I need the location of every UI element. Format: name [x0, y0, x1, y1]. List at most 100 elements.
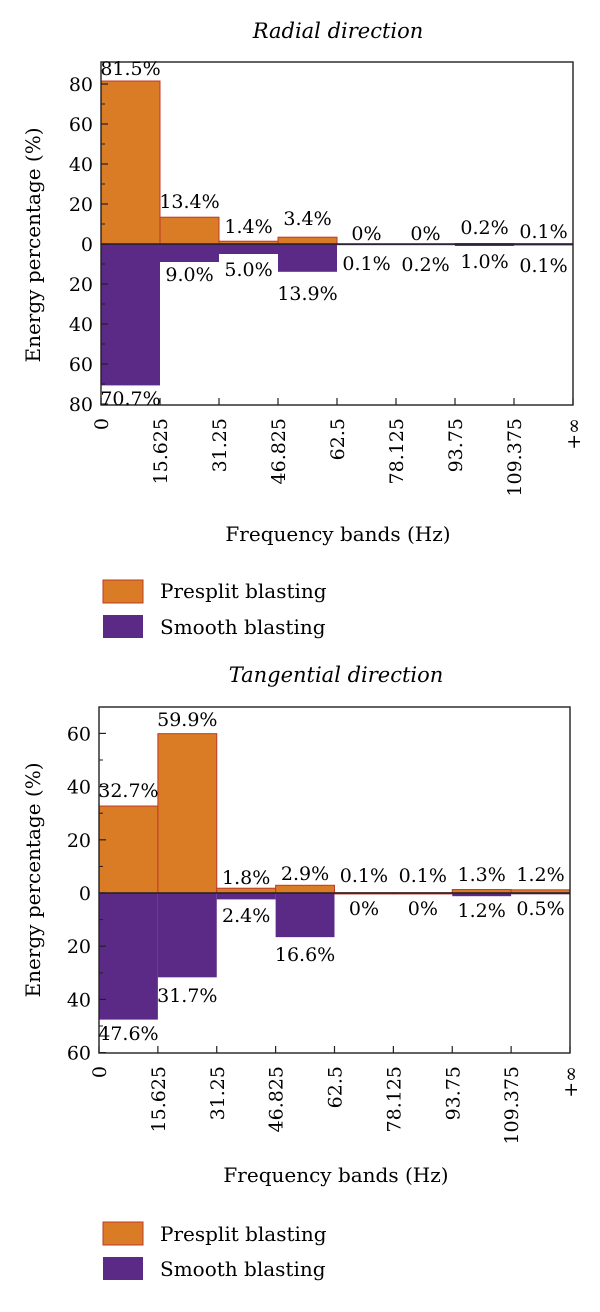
- x-tick-label: 46.825: [268, 418, 290, 484]
- y-tick-label: 40: [67, 777, 91, 799]
- y-tick-label: 40: [69, 154, 93, 176]
- bar-smooth: [275, 893, 335, 938]
- x-tick-label: 62.5: [325, 1066, 347, 1108]
- data-label-smooth: 47.6%: [98, 1023, 158, 1045]
- x-tick-label: 109.375: [501, 1066, 523, 1145]
- data-labels-group: 81.5% 70.7% 13.4% 9.0% 1.4% 5.0% 3.4% 13.9% 0% 0.…: [100, 58, 567, 410]
- data-labels-group: 32.7% 47.6% 59.9% 31.7% 1.8% 2.4% 2.9% 16.6% 0.1…: [98, 709, 564, 1045]
- y-tick-label: 80: [69, 74, 93, 96]
- x-tick-label: +∞: [563, 418, 585, 450]
- bar-smooth: [99, 893, 158, 1020]
- data-label-presplit: 0%: [351, 223, 381, 245]
- bar-presplit: [159, 216, 220, 245]
- data-label-smooth: 2.4%: [222, 905, 270, 927]
- y-tick-label: 20: [69, 194, 93, 216]
- bar-smooth: [452, 893, 512, 897]
- data-label-smooth: 0%: [408, 898, 438, 920]
- y-tick-label: 0: [81, 234, 93, 256]
- y-tick-label: 20: [67, 830, 91, 852]
- data-label-presplit: 1.8%: [222, 867, 270, 889]
- x-tick-label: 78.125: [383, 1066, 405, 1132]
- bar-smooth: [157, 893, 217, 978]
- data-label-presplit: 3.4%: [283, 208, 331, 230]
- data-label-smooth: 1.2%: [458, 900, 506, 922]
- x-tick-label: 15.625: [150, 418, 172, 484]
- data-label-presplit: 32.7%: [98, 780, 158, 802]
- legend-swatch-smooth: [103, 1257, 143, 1280]
- legend-swatch-smooth: [103, 615, 143, 638]
- y-tick-label: 40: [69, 314, 93, 336]
- x-tick-label: 31.25: [209, 418, 231, 472]
- legend-radial: Presplit blasting Smooth blasting: [102, 579, 327, 639]
- x-tick-label: +∞: [560, 1066, 582, 1098]
- data-label-presplit: 0.1%: [399, 865, 447, 887]
- x-tick-label: 46.825: [266, 1066, 288, 1132]
- data-label-presplit: 59.9%: [157, 709, 217, 731]
- data-label-smooth: 0.1%: [342, 253, 390, 275]
- data-label-smooth: 70.7%: [100, 388, 160, 410]
- x-tick-label: 0: [91, 418, 113, 430]
- y-axis-label: Energy percentage (%): [21, 762, 45, 997]
- y-axis-label: Energy percentage (%): [21, 127, 45, 362]
- bar-smooth: [278, 244, 337, 272]
- bar-presplit: [157, 733, 218, 894]
- x-tick-label: 62.5: [327, 418, 349, 460]
- data-label-presplit: 1.3%: [458, 864, 506, 886]
- data-label-presplit: 0.1%: [519, 221, 567, 243]
- chart-tangential: Tangential direction Energy percentage (…: [21, 663, 582, 1187]
- legend-label-smooth: Smooth blasting: [160, 615, 326, 639]
- chart-radial: Radial direction Energy percentage (%) F…: [21, 19, 585, 546]
- legend-label-presplit: Presplit blasting: [160, 579, 327, 603]
- x-tick-label: 93.75: [445, 418, 467, 472]
- data-label-smooth: 31.7%: [157, 985, 217, 1007]
- x-tick-label: 15.625: [148, 1066, 170, 1132]
- bar-smooth: [101, 244, 160, 386]
- data-label-presplit: 81.5%: [100, 58, 160, 80]
- axes-group: 80 60 40 20 0 20 40 60 80 0 15.625 31.25 46.825 62.5 7…: [69, 61, 585, 497]
- legend-swatch-presplit: [102, 1221, 144, 1246]
- y-tick-label: 20: [69, 274, 93, 296]
- x-tick-label: 31.25: [207, 1066, 229, 1120]
- data-label-presplit: 1.4%: [224, 216, 272, 238]
- legend-label-presplit: Presplit blasting: [160, 1222, 327, 1246]
- y-tick-label: 20: [67, 936, 91, 958]
- y-tick-label: 60: [69, 114, 93, 136]
- bar-smooth: [216, 893, 276, 900]
- legend-tangential: Presplit blasting Smooth blasting: [102, 1221, 327, 1281]
- data-label-presplit: 1.2%: [516, 864, 564, 886]
- bar-presplit: [98, 805, 159, 894]
- chart-title: Radial direction: [252, 19, 424, 43]
- y-tick-label: 40: [67, 989, 91, 1011]
- data-label-smooth: 1.0%: [460, 251, 508, 273]
- data-label-smooth: 16.6%: [275, 944, 335, 966]
- data-label-presplit: 2.9%: [281, 863, 329, 885]
- data-label-smooth: 13.9%: [277, 283, 337, 305]
- x-tick-label: 109.375: [504, 418, 526, 497]
- bar-presplit: [100, 80, 161, 245]
- data-label-smooth: 0.1%: [519, 255, 567, 277]
- bar-smooth: [455, 244, 514, 246]
- y-tick-label: 60: [69, 354, 93, 376]
- data-label-smooth: 5.0%: [224, 259, 272, 281]
- bar-smooth: [219, 244, 278, 254]
- x-axis-label: Frequency bands (Hz): [223, 1163, 448, 1187]
- x-axis-label: Frequency bands (Hz): [225, 522, 450, 546]
- y-tick-label: 60: [67, 1043, 91, 1065]
- bar-presplit: [275, 884, 335, 894]
- chart-title: Tangential direction: [229, 663, 444, 687]
- y-tick-label: 60: [67, 723, 91, 745]
- data-label-smooth: 9.0%: [165, 264, 213, 286]
- y-tick-label: 0: [79, 883, 91, 905]
- bar-smooth: [160, 244, 219, 262]
- data-label-presplit: 0%: [410, 223, 440, 245]
- data-label-presplit: 0.2%: [460, 217, 508, 239]
- x-tick-label: 0: [89, 1066, 111, 1078]
- data-label-smooth: 0%: [349, 898, 379, 920]
- legend-label-smooth: Smooth blasting: [160, 1257, 326, 1281]
- x-tick-label: 78.125: [386, 418, 408, 484]
- data-label-presplit: 0.1%: [340, 865, 388, 887]
- data-label-presplit: 13.4%: [159, 191, 219, 213]
- data-label-smooth: 0.2%: [401, 254, 449, 276]
